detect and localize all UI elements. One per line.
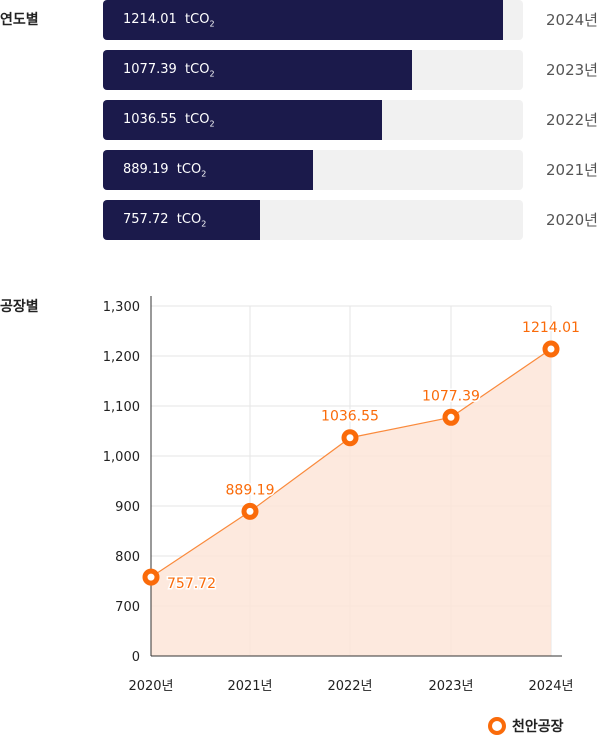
y-tick-label: 1,300 <box>103 300 140 315</box>
data-point <box>241 502 259 520</box>
x-tick-label: 2021년 <box>227 679 272 694</box>
bar-year-label: 2020년 <box>546 211 598 229</box>
data-label: 1036.55 <box>321 409 379 425</box>
bar-value: 1214.01 tCO2 <box>123 12 215 29</box>
y-tick-label: 1,000 <box>103 450 140 465</box>
data-label: 1214.01 <box>522 320 580 336</box>
bar-value: 757.72 tCO2 <box>123 212 207 229</box>
bar-year-label: 2021년 <box>546 161 598 179</box>
bar-year-label: 2024년 <box>546 11 598 29</box>
bar-fill <box>103 100 382 140</box>
y-tick-label: 800 <box>115 550 140 565</box>
bar-value: 1036.55 tCO2 <box>123 112 215 129</box>
bar-value: 889.19 tCO2 <box>123 162 207 179</box>
y-tick-label: 1,100 <box>103 400 140 415</box>
data-point <box>442 408 460 426</box>
y-tick-label: 0 <box>132 650 140 665</box>
data-point <box>542 340 560 358</box>
bar-fill <box>103 0 503 40</box>
data-label: 757.72 <box>167 576 216 592</box>
x-tick-label: 2022년 <box>327 679 372 694</box>
bar-track: 1214.01 tCO2 <box>103 0 523 40</box>
y-tick-label: 1,200 <box>103 350 140 365</box>
legend-label: 천안공장 <box>512 719 564 735</box>
data-label: 889.19 <box>226 482 275 498</box>
data-point <box>341 429 359 447</box>
bar-track: 1036.55 tCO2 <box>103 100 523 140</box>
bar-fill <box>103 50 413 90</box>
bar-track: 889.19 tCO2 <box>103 150 523 190</box>
section-title-by-plant: 공장별 <box>0 299 39 315</box>
x-tick-label: 2020년 <box>128 679 173 694</box>
legend: 천안공장 <box>488 716 564 736</box>
data-label: 1077.39 <box>422 388 480 404</box>
y-tick-label: 700 <box>115 600 140 615</box>
bar-track: 1077.39 tCO2 <box>103 50 523 90</box>
area-fill <box>151 348 551 656</box>
section-title-by-year: 연도별 <box>0 12 39 28</box>
legend-marker-icon <box>488 717 506 735</box>
y-tick-label: 900 <box>115 500 140 515</box>
x-tick-label: 2023년 <box>428 679 473 694</box>
bar-year-label: 2022년 <box>546 111 598 129</box>
bar-year-label: 2023년 <box>546 61 598 79</box>
bar-fill <box>103 200 261 240</box>
data-point <box>142 568 160 586</box>
bar-track: 757.72 tCO2 <box>103 200 523 240</box>
bar-value: 1077.39 tCO2 <box>123 62 215 79</box>
x-tick-label: 2024년 <box>528 679 573 694</box>
bar-fill <box>103 150 313 190</box>
